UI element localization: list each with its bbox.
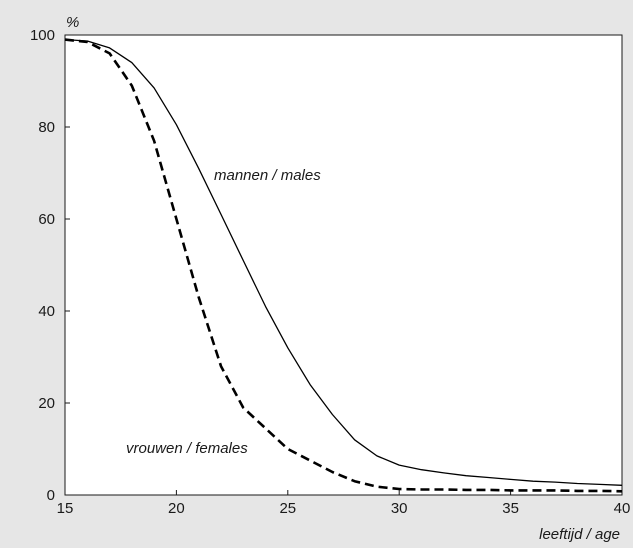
x-tick-label: 30 [391, 500, 408, 517]
series-label-females: vrouwen / females [126, 440, 248, 457]
x-tick-label: 20 [168, 500, 185, 517]
y-tick-label: 0 [47, 487, 55, 504]
x-axis-title: leeftijd / age [539, 526, 620, 543]
series-line-females [64, 38, 623, 493]
y-tick-label: 40 [38, 303, 55, 320]
y-tick-label: 80 [38, 119, 55, 136]
y-tick-label: 20 [38, 395, 55, 412]
x-tick-label: 40 [614, 500, 631, 517]
y-tick-label: 60 [38, 211, 55, 228]
x-tick-label: 25 [279, 500, 296, 517]
series-line-males [64, 38, 623, 486]
series-label-males: mannen / males [214, 167, 321, 184]
y-axis-unit: % [66, 14, 79, 31]
plot-area [64, 34, 623, 496]
x-tick-label: 15 [57, 500, 74, 517]
y-tick-label: 100 [30, 27, 55, 44]
x-tick-label: 35 [502, 500, 519, 517]
